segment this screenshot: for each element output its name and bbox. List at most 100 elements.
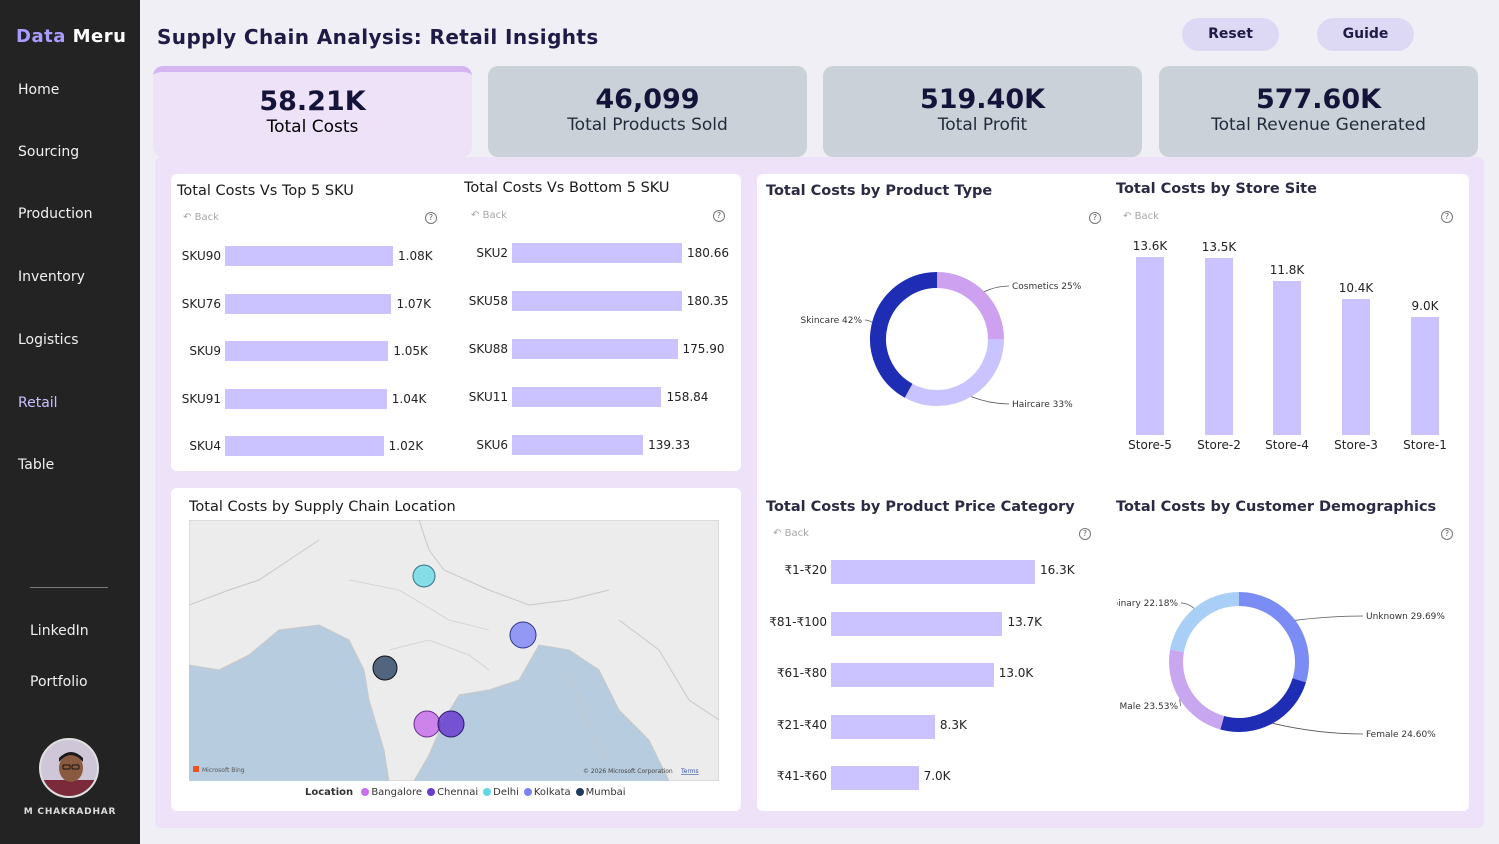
- store-bar[interactable]: [1205, 258, 1233, 435]
- kpi-total-products-sold[interactable]: 46,099 Total Products Sold: [488, 66, 807, 157]
- store-bar-label: Store-4: [1265, 438, 1309, 452]
- map-marker-kolkata[interactable]: [509, 621, 537, 649]
- map-marker-bangalore[interactable]: [413, 710, 441, 738]
- bar[interactable]: [512, 435, 644, 455]
- brand-part2: Meru: [72, 26, 127, 47]
- demographics-donut[interactable]: Unknown 29.69% Female 24.60% Male 23.53% No…: [1117, 574, 1457, 764]
- kpi-total-costs[interactable]: 58.21K Total Costs: [153, 66, 472, 157]
- bar[interactable]: [225, 246, 393, 266]
- store-bar-label: Store-2: [1197, 438, 1241, 452]
- bar[interactable]: [512, 339, 678, 359]
- help-icon[interactable]: ?: [1441, 528, 1453, 540]
- help-icon[interactable]: ?: [713, 210, 725, 222]
- brand-part1: Data: [16, 26, 66, 47]
- product-type-donut[interactable]: Cosmetics 25% Haircare 33% Skincare 42%: [787, 254, 1127, 434]
- bar-label: ₹21-₹40: [776, 717, 827, 732]
- portfolio-link[interactable]: Portfolio: [30, 674, 88, 690]
- donut-label: Female 24.60%: [1366, 730, 1436, 740]
- price-back-button[interactable]: ↶ Back: [773, 528, 809, 539]
- nav-logistics[interactable]: Logistics: [18, 332, 79, 348]
- nav-home[interactable]: Home: [18, 82, 60, 98]
- nav-inventory[interactable]: Inventory: [18, 269, 85, 285]
- legend-item[interactable]: Bangalore: [361, 787, 422, 798]
- bar[interactable]: [512, 387, 662, 407]
- bar[interactable]: [225, 436, 384, 456]
- kpi-value: 58.21K: [259, 86, 366, 117]
- map-marker-delhi[interactable]: [412, 564, 436, 588]
- back-label: Back: [194, 212, 219, 223]
- donut-slice[interactable]: [1220, 678, 1306, 732]
- bar-label: SKU9: [189, 344, 221, 358]
- bar[interactable]: [225, 341, 389, 361]
- bar[interactable]: [512, 291, 682, 311]
- bar[interactable]: [512, 243, 682, 263]
- bar-value: 158.84: [666, 390, 709, 404]
- help-icon[interactable]: ?: [425, 212, 437, 224]
- kpi-label: Total Products Sold: [567, 115, 728, 135]
- map-marker-mumbai[interactable]: [372, 655, 398, 681]
- bar-label: ₹81-₹100: [769, 614, 827, 629]
- bar-label: ₹41-₹60: [776, 769, 827, 783]
- back-label: Back: [784, 528, 809, 539]
- reset-button[interactable]: Reset: [1182, 18, 1279, 51]
- kpi-total-profit[interactable]: 519.40K Total Profit: [823, 66, 1142, 157]
- store-bar[interactable]: [1342, 298, 1370, 435]
- bar[interactable]: [831, 663, 994, 687]
- store-bar[interactable]: [1273, 280, 1301, 435]
- bar-value: 13.0K: [998, 666, 1034, 680]
- help-icon[interactable]: ?: [1089, 212, 1101, 224]
- location-map[interactable]: Microsoft Bing © 2026 Microsoft Corporat…: [189, 520, 719, 781]
- back-arrow-icon: ↶: [471, 210, 480, 221]
- legend-item[interactable]: Kolkata: [523, 787, 571, 798]
- store-bar[interactable]: [1136, 257, 1164, 435]
- legend-label: Chennai: [437, 787, 479, 798]
- user-name: M CHAKRADHAR: [23, 807, 117, 817]
- sku-card: Total Costs Vs Top 5 SKU ↶ Back ? SKU90 1…: [171, 174, 741, 471]
- kpi-label: Total Costs: [266, 117, 359, 137]
- store-back-button[interactable]: ↶ Back: [1123, 211, 1159, 222]
- nav-sourcing[interactable]: Sourcing: [18, 144, 80, 160]
- donut-slice[interactable]: [936, 272, 1004, 340]
- top5-back-button[interactable]: ↶ Back: [183, 212, 219, 223]
- donut-slice[interactable]: [904, 338, 1004, 406]
- donut-leader-line: [864, 319, 873, 323]
- linkedin-link[interactable]: LinkedIn: [30, 623, 89, 639]
- sidebar: Data Meru Home Sourcing Production Inven…: [0, 0, 140, 844]
- legend-item[interactable]: Chennai: [427, 787, 478, 798]
- legend-item[interactable]: Mumbai: [575, 787, 626, 798]
- legend-label: Bangalore: [371, 787, 423, 798]
- top5-title: Total Costs Vs Top 5 SKU: [177, 183, 354, 199]
- help-icon[interactable]: ?: [1441, 211, 1453, 223]
- help-icon[interactable]: ?: [1079, 528, 1091, 540]
- kpi-label: Total Revenue Generated: [1211, 115, 1426, 135]
- map-marker-chennai[interactable]: [437, 710, 465, 738]
- donut-slice[interactable]: [870, 272, 938, 398]
- donut-slice[interactable]: [1238, 592, 1309, 683]
- store-bar[interactable]: [1411, 317, 1439, 435]
- donut-slice[interactable]: [1169, 649, 1225, 730]
- page-title: Supply Chain Analysis: Retail Insights: [157, 25, 599, 49]
- bar[interactable]: [831, 611, 1003, 636]
- nav-table[interactable]: Table: [18, 457, 55, 473]
- bar[interactable]: [225, 293, 392, 314]
- guide-button[interactable]: Guide: [1317, 18, 1414, 51]
- map-provider: Microsoft Bing: [202, 767, 245, 774]
- bar[interactable]: [831, 766, 919, 790]
- bar[interactable]: [831, 560, 1035, 584]
- nav-retail[interactable]: Retail: [18, 395, 58, 411]
- legend-item[interactable]: Delhi: [483, 787, 519, 798]
- map-terms-link[interactable]: Terms: [680, 768, 699, 775]
- bar[interactable]: [225, 388, 387, 409]
- back-arrow-icon: ↶: [183, 212, 192, 223]
- store-bar-value: 9.0K: [1411, 299, 1439, 314]
- bar-value: 175.90: [682, 342, 725, 356]
- bottom5-back-button[interactable]: ↶ Back: [471, 210, 507, 221]
- bar-value: 8.3K: [939, 717, 967, 732]
- donut-leader-line: [1179, 699, 1182, 707]
- bar[interactable]: [831, 714, 935, 739]
- donut-slice[interactable]: [1170, 592, 1240, 653]
- donut-leader-line: [984, 285, 1010, 292]
- nav-production[interactable]: Production: [18, 206, 93, 222]
- legend-label: Delhi: [493, 787, 519, 798]
- kpi-total-revenue[interactable]: 577.60K Total Revenue Generated: [1159, 66, 1478, 157]
